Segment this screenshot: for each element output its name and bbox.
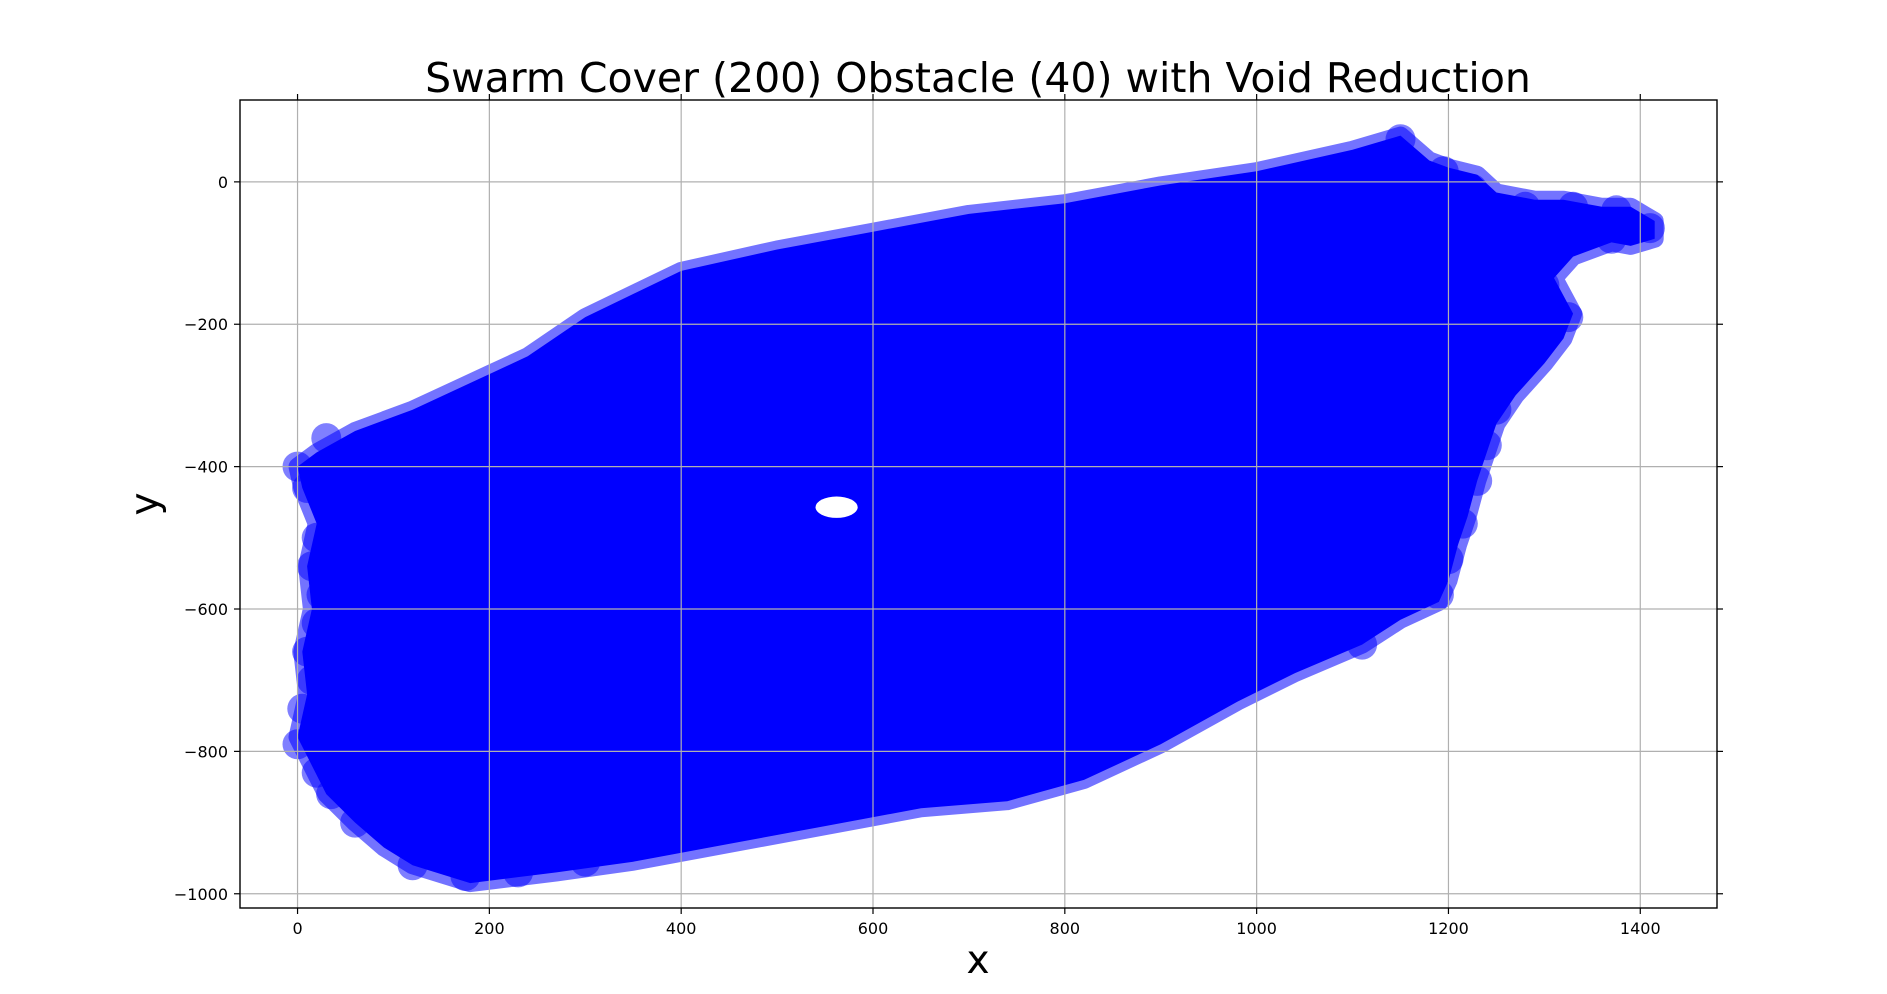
x-axis-label: x (966, 938, 989, 983)
swarm-marker (296, 665, 327, 696)
swarm-marker (397, 850, 428, 881)
x-tick-label: 200 (474, 919, 505, 938)
swarm-marker (1596, 223, 1627, 254)
chart-title: Swarm Cover (200) Obstacle (40) with Voi… (425, 54, 1531, 102)
swarm-marker (1471, 430, 1502, 461)
y-tick-label: 0 (218, 173, 228, 192)
swarm-marker (292, 636, 323, 667)
swarm-marker (1634, 213, 1665, 244)
x-tick-label: 1200 (1428, 919, 1469, 938)
x-tick-label: 400 (666, 919, 697, 938)
x-tick-label: 600 (858, 919, 889, 938)
y-tick-label: −400 (184, 458, 228, 477)
swarm-marker (570, 846, 601, 877)
swarm-marker (301, 757, 332, 788)
swarm-marker (1462, 465, 1493, 496)
swarm-marker (1457, 174, 1488, 204)
y-tick-label: −800 (184, 742, 228, 761)
void-region (815, 496, 858, 518)
x-tick-label: 800 (1050, 919, 1081, 938)
swarm-marker (301, 608, 332, 639)
swarm-marker (1447, 508, 1478, 539)
swarm-marker (287, 693, 318, 724)
swarm-marker (1529, 270, 1560, 301)
swarm-coverage (240, 100, 1717, 908)
y-axis-label: y (123, 492, 168, 515)
swarm-marker (450, 861, 481, 891)
y-tick-label: −600 (184, 600, 228, 619)
swarm-marker (311, 423, 342, 454)
x-tick-label: 1400 (1620, 919, 1661, 938)
swarm-marker (306, 579, 337, 610)
swarm-marker (1558, 191, 1589, 222)
swarm-marker (1510, 191, 1541, 222)
swarm-marker (1423, 579, 1454, 610)
swarm-marker (503, 857, 534, 888)
swarm-marker (1428, 156, 1459, 187)
swarm-marker (340, 807, 371, 838)
swarm-marker (1553, 302, 1584, 333)
axis-ticks: 0 200 400 600 800 1000 1200 1400 0 −200 −400 −600 −8… (174, 94, 1723, 938)
swarm-marker (316, 779, 347, 810)
swarm-marker (301, 522, 332, 553)
swarm-marker (1601, 195, 1632, 226)
y-tick-label: −200 (184, 315, 228, 334)
x-tick-label: 0 (292, 919, 302, 938)
swarm-marker (292, 473, 323, 503)
swarm-marker (296, 551, 327, 582)
y-tick-label: −1000 (174, 885, 228, 904)
swarm-marker (1347, 629, 1378, 660)
x-tick-label: 1000 (1236, 919, 1277, 938)
swarm-marker (1519, 330, 1550, 361)
plot-frame (239, 99, 1718, 909)
swarm-marker (1481, 394, 1512, 425)
swarm-marker (1385, 124, 1416, 155)
coverage-region (288, 126, 1664, 893)
